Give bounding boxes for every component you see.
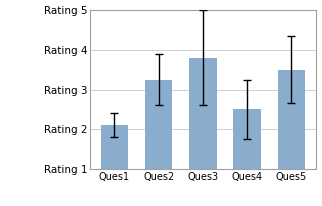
Bar	[189, 58, 217, 169]
Bar	[278, 70, 305, 169]
Bar	[145, 80, 172, 169]
Bar	[233, 109, 261, 169]
Bar	[101, 125, 128, 169]
